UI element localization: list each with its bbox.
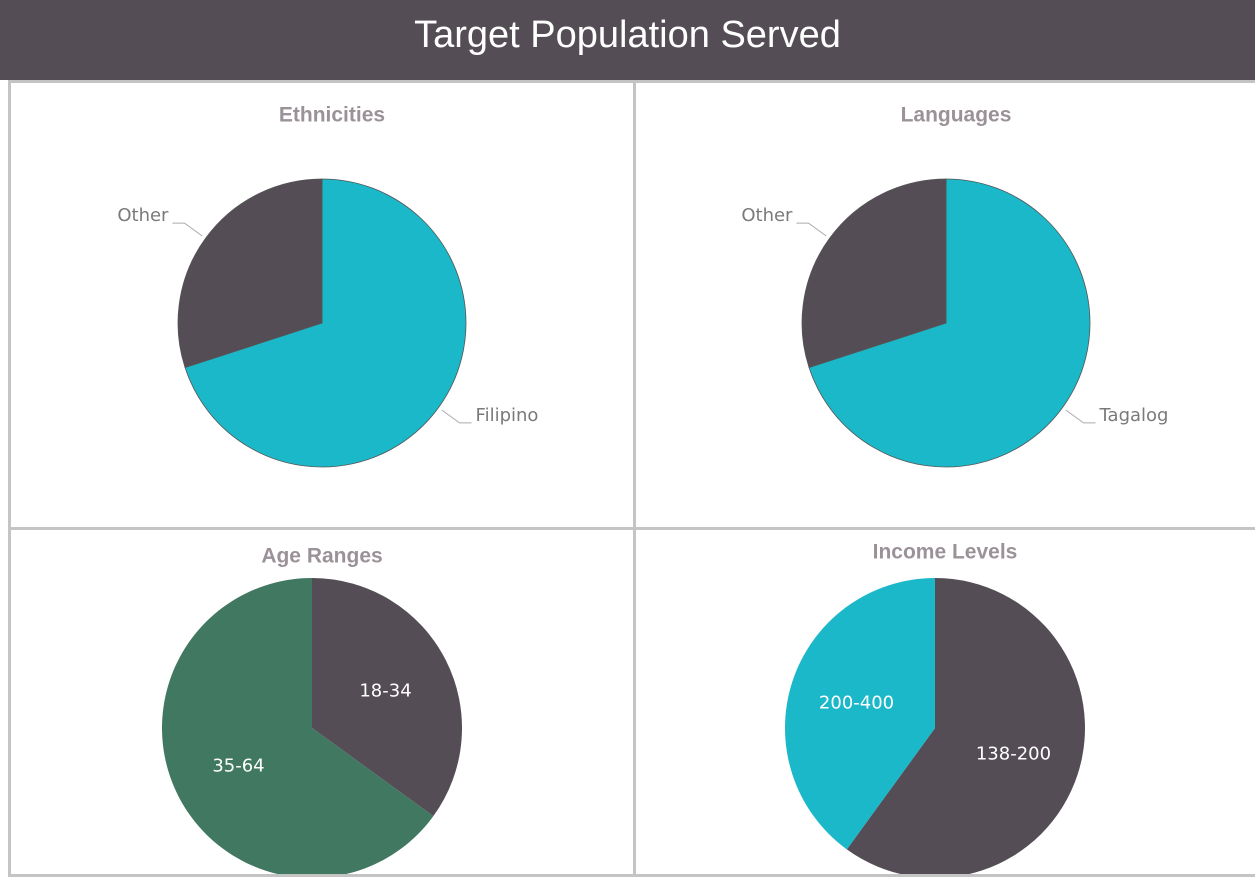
pie-slice (177, 178, 323, 369)
chart-cell: Languages Tagalog Other (633, 80, 1255, 530)
slice-label: 200-400 (819, 693, 894, 714)
leader-line (441, 409, 472, 424)
slice-label: Filipino (476, 405, 539, 426)
pie-slice (785, 578, 935, 850)
slice-label: Tagalog (1099, 405, 1169, 426)
chart: Income Levels 138-200 200-400 (785, 541, 1085, 874)
chart-title: Ethnicities (279, 104, 385, 127)
header: Target Population Served (0, 0, 1255, 80)
slice-label: 18-34 (359, 681, 411, 702)
chart-title: Languages (901, 104, 1012, 127)
leader-line (1065, 409, 1096, 424)
slice-label: Other (117, 205, 169, 226)
chart: Languages Tagalog Other (741, 104, 1169, 468)
chart-cell: Ethnicities Filipino Other (8, 80, 638, 530)
chart-title: Age Ranges (261, 545, 382, 568)
chart: Age Ranges 18-34 35-64 (162, 545, 462, 874)
slice-label: 35-64 (212, 755, 264, 776)
chart: Ethnicities Filipino Other (117, 104, 539, 468)
slice-label: 138-200 (976, 743, 1051, 764)
chart-title: Income Levels (873, 541, 1018, 564)
pie-slice (312, 578, 462, 817)
pie-slice (801, 178, 947, 369)
chart-cell: Income Levels 138-200 200-400 (633, 527, 1255, 877)
pie-slice (162, 578, 434, 874)
pie-slice (184, 178, 467, 468)
pie-slice (808, 178, 1091, 468)
slice-label: Other (741, 205, 793, 226)
leader-line (796, 222, 827, 237)
pie-slice (846, 578, 1085, 874)
leader-line (172, 222, 203, 237)
chart-cell: Age Ranges 18-34 35-64 (8, 527, 638, 877)
